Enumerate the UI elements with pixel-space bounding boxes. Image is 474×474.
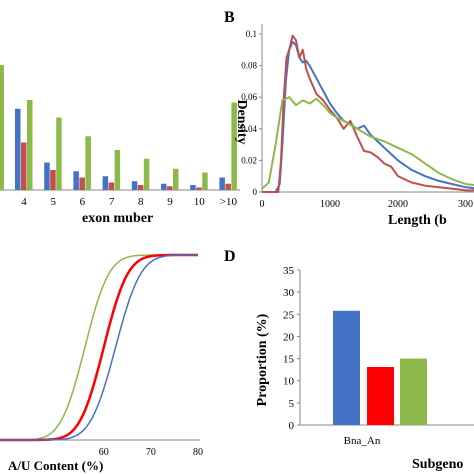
panel-a-tick-label: 6 [80, 196, 86, 208]
panel-a-tick-label: 10 [194, 196, 206, 208]
panel-b-y-tick-label: 0.08 [241, 61, 257, 71]
panel-b-x-tick-label: 0 [260, 199, 265, 210]
panel-d-x-label: Subgeno [412, 457, 463, 472]
panel-c-x-tick-label: 60 [99, 447, 109, 458]
panel-a-tick-label: 5 [50, 196, 56, 208]
panel-a-bar [73, 171, 79, 190]
panel-b-series-line [261, 96, 474, 190]
panel-b-y-tick-label: 0.1 [246, 29, 257, 39]
panel-a-bar [196, 187, 202, 190]
panel-a-bars [0, 65, 237, 190]
panel-a-bar [21, 142, 27, 190]
panel-a-bar [44, 162, 50, 190]
panel-a-bar [102, 176, 109, 190]
panel-d-bars [333, 310, 427, 425]
panel-c-x-tick-label: 70 [146, 447, 156, 458]
panel-d-y-tick-label: 15 [283, 354, 295, 366]
panel-d-label: D [224, 248, 236, 265]
panel-a-bar [143, 158, 150, 190]
panel-a-bar [27, 100, 33, 190]
panel-a-bar [190, 185, 196, 190]
panel-a-tick-labels: 4 5 6 7 8 9 10 >10 [21, 196, 237, 208]
panel-d-y-tick-label: 5 [289, 398, 295, 410]
panel-d-y-label: Proportion (%) [255, 313, 270, 406]
panel-d-bar [333, 310, 360, 425]
panel-a-bar [173, 168, 179, 190]
panel-a-bar [161, 183, 167, 190]
panel-a-bar [15, 108, 21, 190]
panel-c-axes: 60 70 80 [0, 439, 203, 458]
panel-b-y-tick-label: 0 [253, 187, 258, 197]
panel-a-bar [137, 185, 144, 190]
panel-a-bar [79, 177, 85, 190]
panel-b-y-tick-label: 0.02 [241, 155, 257, 165]
panel-d-y-tick-label: 0 [289, 420, 295, 432]
panel-a-tick-label: 9 [167, 196, 173, 208]
panel-a-bar [50, 170, 56, 190]
panel-a-tick-label: >10 [220, 196, 238, 208]
panel-d-category-label: Bna_An [344, 435, 381, 447]
panel-d-bar [367, 366, 394, 425]
panel-b-x-label: Length (b [388, 213, 447, 228]
panel-a-bar [131, 181, 138, 190]
panel-b-x-tick-label: 2000 [388, 199, 408, 210]
panel-b: B Density 0 0.02 0.04 0.06 0.08 0.1 0 1000 2000 3… [224, 9, 474, 228]
panel-a-bar [225, 183, 231, 190]
panel-a-bar [56, 117, 62, 190]
panel-b-series-line [262, 40, 474, 193]
panel-b-series-line [262, 34, 474, 193]
panel-c-lines [0, 253, 198, 442]
panel-c-x-label: A/U Content (%) [8, 458, 103, 473]
panel-b-x-tick-label: 1000 [320, 199, 340, 210]
panel-b-lines [261, 34, 474, 193]
panel-d-y-tick-label: 20 [283, 331, 295, 343]
panel-a-tick-label: 7 [109, 196, 115, 208]
panel-a-bar [219, 177, 225, 190]
panel-b-label: B [224, 9, 235, 26]
panel-a-tick-label: 8 [138, 196, 144, 208]
panel-b-axes: 0 0.02 0.04 0.06 0.08 0.1 0 1000 2000 300 [241, 24, 474, 210]
panel-d-y-tick-label: 25 [283, 309, 295, 321]
panel-c-series-line [0, 253, 198, 442]
panel-c-series-line [0, 254, 198, 441]
panel-c: 60 70 80 A/U Content (%) [0, 253, 203, 473]
panel-a-x-label: exon muber [82, 211, 153, 226]
panel-a-partial-bar [0, 65, 4, 190]
panel-d-y-tick-label: 35 [283, 265, 295, 277]
panel-b-y-tick-label: 0.06 [241, 92, 257, 102]
panel-a-bar [202, 172, 208, 190]
panel-d-y-tick-label: 10 [283, 376, 295, 388]
panel-d-y-tick-label: 30 [283, 287, 295, 299]
panel-d-axes: 0 5 10 15 20 25 30 35 [283, 265, 474, 432]
panel-b-y-tick-label: 0.04 [241, 124, 257, 134]
panel-b-y-label: Density [234, 99, 249, 144]
panel-a-bar [85, 136, 91, 190]
panel-c-series-line [0, 254, 198, 441]
panel-a-tick-label: 4 [21, 196, 27, 208]
panel-d: D Proportion (%) 0 5 10 15 20 25 30 35 Bna_An S… [224, 248, 474, 472]
panel-a-bar [167, 186, 173, 190]
panel-a-bar [114, 150, 121, 190]
panel-c-x-tick-label: 80 [193, 447, 203, 458]
panel-a: 4 5 6 7 8 9 10 >10 exon muber [0, 65, 240, 226]
panel-b-x-tick-label: 300 [458, 199, 473, 210]
panel-a-bar [108, 182, 115, 190]
panel-d-bar [400, 358, 427, 425]
panel-a-bar [231, 102, 237, 190]
